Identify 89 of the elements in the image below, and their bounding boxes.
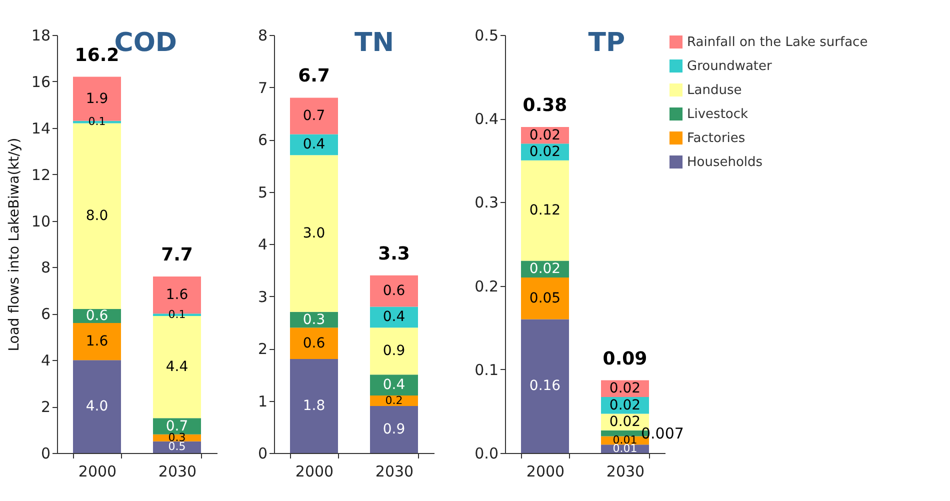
data-label: 0.9	[382, 421, 406, 438]
total-label: 6.7	[298, 66, 330, 87]
data-label: 0.02	[529, 127, 561, 144]
data-label: 0.9	[382, 343, 406, 360]
data-label: 4.0	[86, 398, 108, 415]
x-tick-label: 2030	[606, 462, 645, 480]
x-tick-label: 2000	[526, 462, 565, 480]
x-tick-label: 2000	[295, 462, 334, 480]
bar	[370, 328, 418, 375]
chart-title: TN	[354, 28, 394, 58]
legend-label: Landuse	[687, 83, 742, 98]
legend-label: Livestock	[687, 107, 749, 122]
x-tick-label: 2000	[78, 462, 117, 480]
y-tick-label: 0.2	[474, 277, 498, 296]
y-tick-label: 7	[258, 78, 268, 97]
data-label: 0.5	[168, 440, 186, 454]
data-label: 1.8	[302, 398, 326, 414]
y-tick-label: 14	[31, 119, 50, 138]
y-tick-label: 0.4	[474, 110, 498, 128]
y-tick-label: 5	[258, 183, 268, 202]
data-label: 1.6	[86, 334, 108, 350]
data-label: 0.02	[529, 261, 561, 278]
data-label: 0.4	[382, 309, 406, 326]
legend-label: Groundwater	[687, 59, 773, 74]
bar	[370, 275, 418, 307]
y-tick-label: 8	[258, 26, 268, 44]
bar	[73, 322, 121, 360]
data-label: 8.0	[86, 208, 108, 224]
data-label: 1.9	[86, 90, 108, 107]
y-tick-label: 0	[40, 444, 50, 462]
y-tick-label: 4	[40, 352, 50, 370]
data-label: 0.6	[382, 283, 406, 300]
bar	[290, 98, 338, 134]
data-label: 0.3	[302, 312, 326, 328]
total-label: 0.09	[602, 348, 648, 370]
legend-label: Households	[687, 155, 763, 170]
y-tick-label: 6	[258, 131, 268, 149]
y-tick-label: 0.5	[474, 26, 498, 44]
x-tick-label: 2030	[375, 462, 414, 480]
data-label: 3.0	[302, 226, 326, 242]
bar	[290, 328, 338, 359]
y-tick-label: 18	[31, 26, 50, 44]
data-label: 0.2	[385, 394, 403, 407]
data-label: 0.4	[382, 377, 406, 394]
data-label: 4.4	[166, 359, 188, 376]
bar	[370, 306, 418, 328]
data-label: 0.4	[302, 136, 326, 153]
y-tick-label: 0	[258, 444, 268, 462]
y-tick-label: 6	[40, 305, 50, 324]
data-label: 0.02	[609, 397, 641, 414]
bar	[370, 406, 418, 453]
bar	[290, 155, 338, 312]
y-tick-label: 10	[31, 212, 50, 230]
data-label: 0.6	[86, 308, 108, 324]
y-tick-label: 2	[40, 398, 50, 416]
total-label: 0.38	[522, 94, 568, 116]
data-label: 0.7	[302, 108, 326, 124]
bar	[521, 319, 569, 453]
total-label: 3.3	[378, 243, 410, 264]
data-label: 0.02	[609, 414, 641, 430]
y-tick-label: 1	[258, 392, 268, 410]
y-tick-label: 12	[31, 166, 50, 184]
y-tick-label: 2	[258, 340, 268, 358]
bar	[73, 360, 121, 453]
bar	[521, 160, 569, 261]
chart-title: TP	[588, 28, 625, 58]
y-tick-label: 0.0	[474, 444, 498, 462]
legend-label: Factories	[687, 131, 746, 146]
data-label: 0.16	[529, 378, 561, 394]
y-tick-label: 3	[258, 288, 268, 306]
data-label: 0.02	[529, 144, 561, 160]
total-label: 7.7	[161, 244, 193, 266]
y-axis-title: Load flows into LakeBiwa(kt/y)	[6, 138, 22, 352]
bar	[521, 277, 569, 320]
legend-label: Rainfall on the Lake surface	[687, 35, 868, 50]
data-label: 0.6	[302, 335, 326, 352]
data-label: 0.12	[529, 202, 561, 219]
bar	[370, 374, 418, 396]
y-tick-label: 0.3	[474, 194, 498, 212]
y-tick-label: 0.1	[474, 360, 498, 379]
y-tick-label: 8	[40, 258, 50, 277]
y-tick-label: 16	[31, 72, 50, 91]
data-label: 0.02	[609, 380, 641, 397]
data-label: 1.6	[166, 287, 188, 304]
x-tick-label: 2030	[158, 462, 197, 480]
data-label: 0.05	[529, 290, 561, 306]
data-label: 0.7	[166, 418, 188, 434]
y-tick-label: 4	[258, 236, 268, 254]
bar	[290, 358, 338, 453]
